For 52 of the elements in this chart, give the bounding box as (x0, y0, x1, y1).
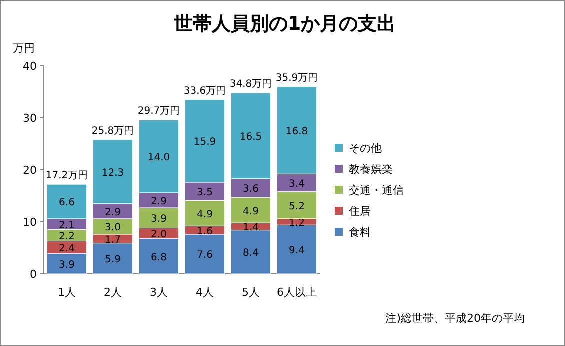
y-tick-label: 10 (23, 216, 37, 229)
data-label: 3.5 (197, 188, 213, 199)
legend-label: 住居 (349, 205, 371, 218)
data-label: 5.9 (105, 254, 121, 266)
total-label: 33.6万円 (184, 86, 226, 97)
data-label: 3.9 (59, 260, 75, 271)
data-label: 16.8 (286, 126, 308, 138)
x-tick-label: 2人 (104, 286, 122, 299)
data-label: 12.3 (102, 168, 124, 179)
data-label: 15.9 (194, 137, 216, 148)
y-tick-label: 40 (23, 60, 37, 73)
y-tick-label: 0 (30, 268, 37, 281)
total-label: 29.7万円 (138, 106, 180, 118)
data-label: 6.6 (59, 198, 75, 209)
data-label: 3.9 (151, 214, 167, 226)
legend-label: 食料 (349, 226, 371, 239)
x-tick-label: 5人 (242, 286, 260, 299)
data-label: 2.2 (59, 232, 75, 243)
data-label: 4.9 (197, 209, 213, 220)
data-label: 1.7 (105, 234, 121, 246)
y-axis-title: 万円 (13, 42, 35, 55)
data-label: 3.4 (289, 179, 305, 190)
x-tick-label: 4人 (196, 286, 214, 299)
legend-label: その他 (349, 142, 382, 155)
total-label: 25.8万円 (92, 126, 134, 137)
legend-label: 交通・通信 (349, 184, 404, 197)
data-label: 14.0 (148, 152, 170, 164)
y-tick-label: 20 (23, 164, 37, 177)
data-label: 6.8 (151, 252, 167, 264)
x-tick-label: 6人以上 (277, 286, 317, 299)
data-label: 4.9 (243, 206, 259, 218)
data-label: 2.9 (105, 207, 121, 218)
chart-title: 世帯人員別の1か月の支出 (172, 13, 396, 35)
data-label: 3.0 (105, 222, 121, 234)
data-label: 2.9 (151, 196, 167, 208)
text: 注)総世帯、平成20年の平均 (386, 312, 525, 325)
legend-label: 教養娯楽 (349, 163, 393, 176)
data-label: 7.6 (197, 250, 213, 262)
data-label: 8.4 (243, 248, 259, 260)
data-label: 2.0 (151, 229, 167, 240)
data-label: 9.4 (289, 246, 305, 257)
y-tick-label: 30 (23, 112, 37, 125)
data-label: 3.6 (243, 184, 259, 196)
total-label: 17.2万円 (46, 170, 88, 182)
x-tick-label: 3人 (150, 286, 168, 299)
data-label: 2.1 (59, 220, 75, 232)
x-tick-label: 1人 (58, 286, 76, 299)
data-label: 5.2 (289, 201, 305, 212)
data-label: 16.5 (240, 132, 262, 143)
total-label: 35.9万円 (276, 72, 318, 84)
total-label: 34.8万円 (230, 79, 272, 90)
data-label: 2.4 (59, 243, 75, 254)
